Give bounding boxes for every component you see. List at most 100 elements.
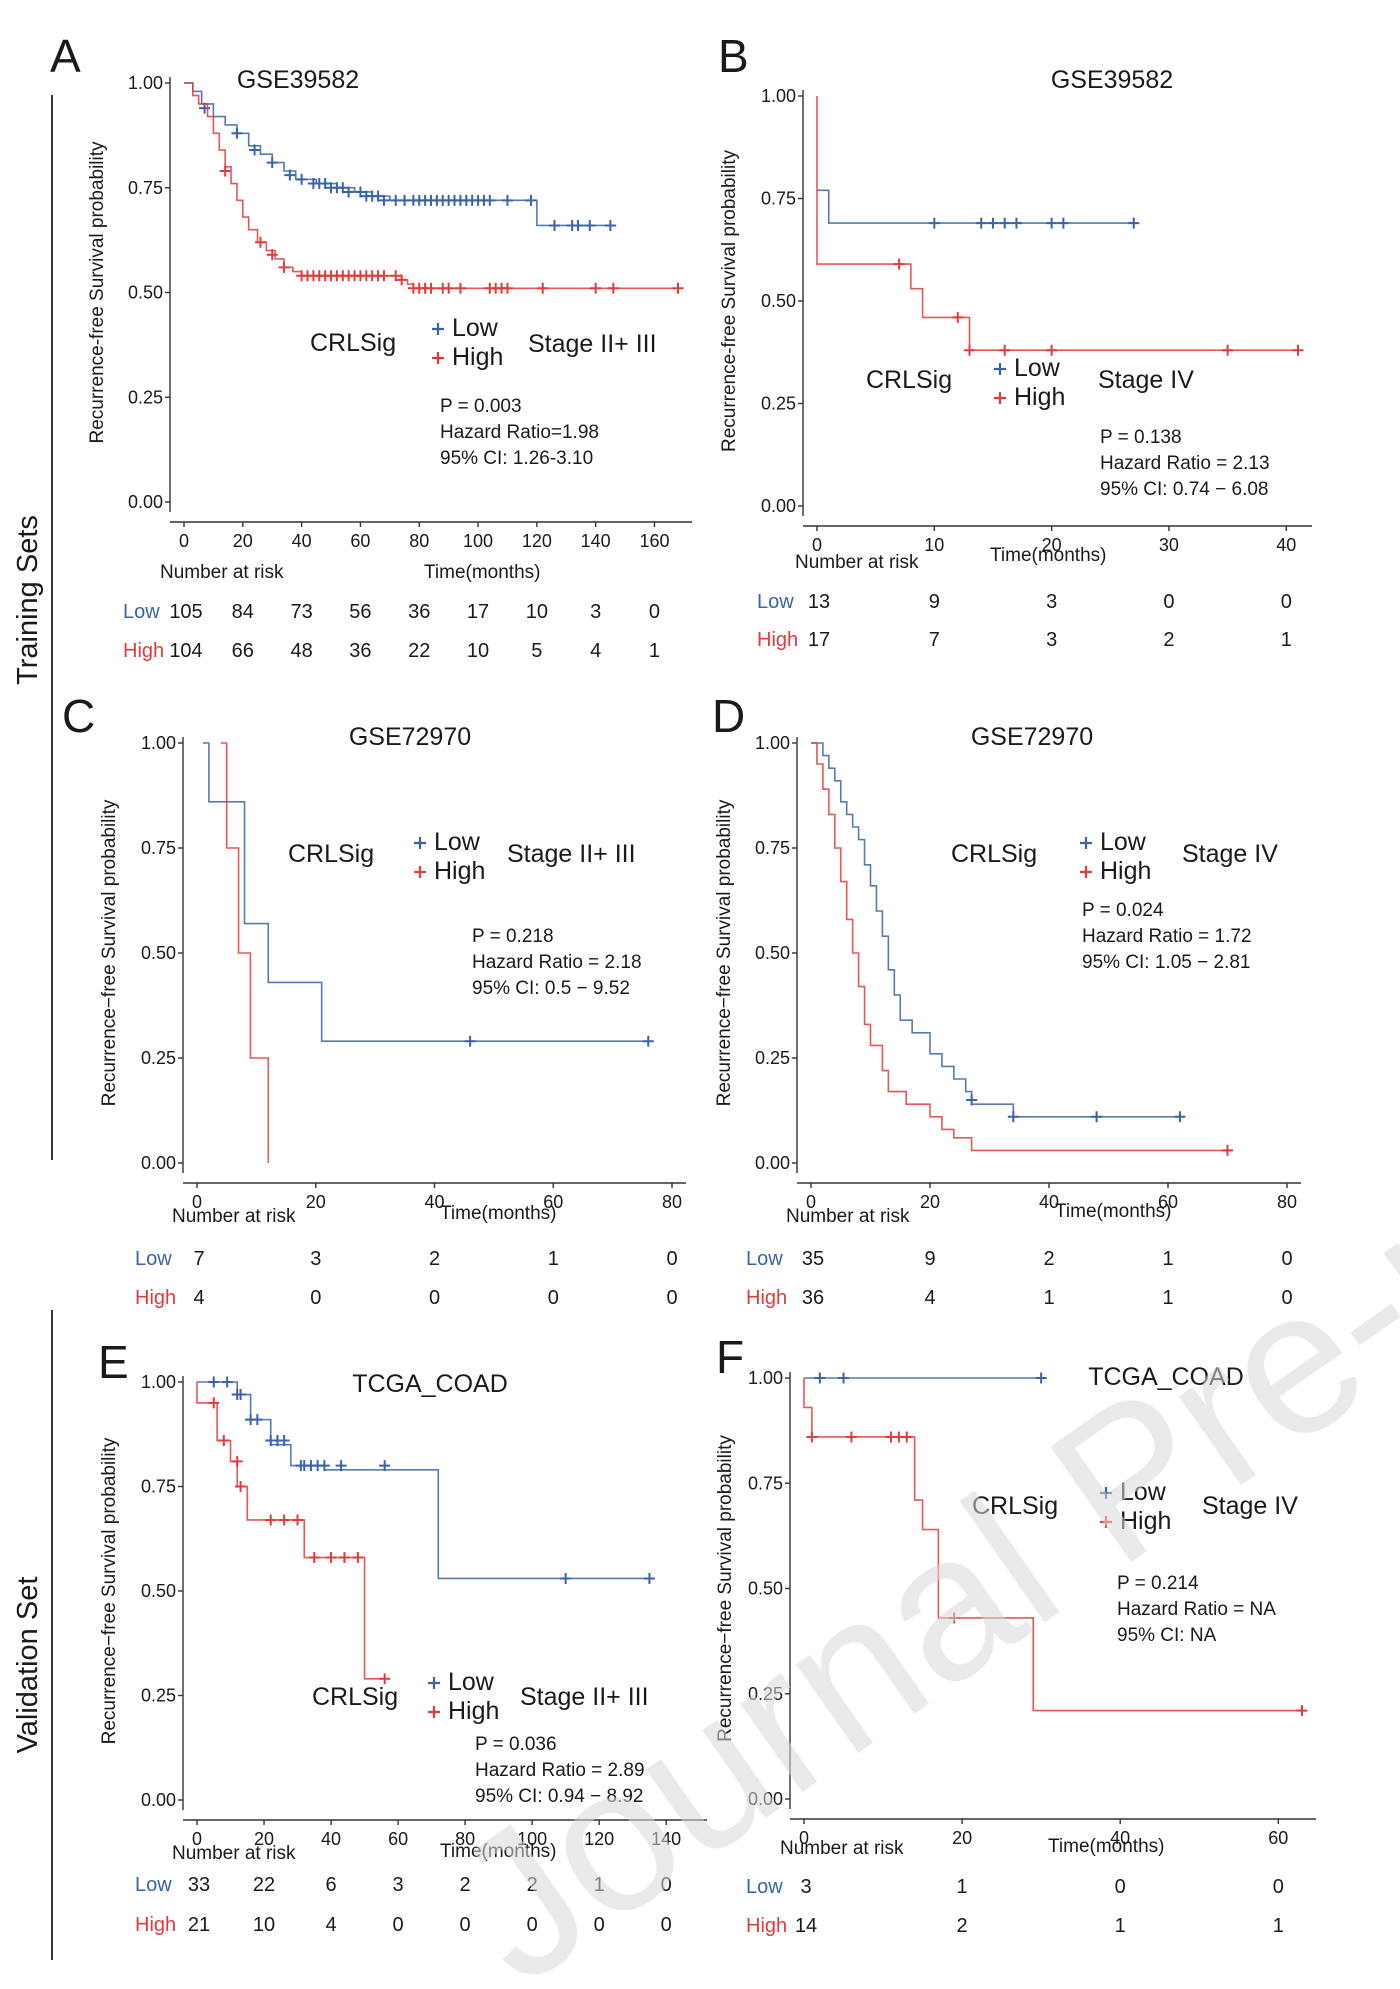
y-tick-label: 1.00: [141, 733, 176, 753]
y-tick-label: 0.75: [755, 838, 790, 858]
legend-title: CRLSig: [312, 1683, 398, 1711]
x-tick-label: 0: [192, 1192, 202, 1212]
risk-count: 0: [661, 1914, 672, 1936]
x-tick-label: 100: [463, 531, 493, 551]
y-tick-label: 0.25: [748, 1684, 783, 1704]
stat-line: Hazard Ratio = 2.18: [472, 952, 642, 973]
number-at-risk-label: Number at risk: [795, 552, 919, 573]
panel-letter: C: [62, 690, 95, 742]
y-tick-label: 0.25: [761, 394, 796, 414]
y-axis-label: Recurrence−free Survival probability: [99, 1437, 120, 1744]
series-low: [184, 82, 617, 231]
censor-mark: [999, 217, 1011, 229]
y-tick-label: 0.25: [755, 1048, 790, 1068]
x-tick-label: 80: [1277, 1192, 1297, 1212]
risk-group-label: Low: [123, 601, 160, 623]
risk-count: 1: [1162, 1248, 1173, 1270]
risk-count: 14: [795, 1915, 817, 1937]
risk-count: 22: [253, 1874, 275, 1896]
censor-mark: [501, 194, 513, 206]
censor-mark: [231, 1455, 243, 1467]
x-axis-label: Time(months): [990, 545, 1106, 566]
series-low: [817, 189, 1140, 229]
legend-entry: High: [1014, 383, 1065, 411]
stat-line: P = 0.214: [1117, 1573, 1199, 1594]
legend-marker-high: [414, 866, 426, 878]
risk-count: 3: [590, 601, 601, 623]
y-tick-label: 0.75: [748, 1473, 783, 1493]
risk-count: 0: [460, 1914, 471, 1936]
x-tick-label: 100: [517, 1829, 547, 1849]
x-tick-label: 160: [639, 531, 669, 551]
x-tick-label: 80: [662, 1192, 682, 1212]
legend-marker-low: [414, 837, 426, 849]
y-tick-label: 0.50: [128, 283, 163, 303]
y-tick-label: 1.00: [128, 73, 163, 93]
x-tick-label: 20: [306, 1192, 326, 1212]
stage-label: Stage II+ III: [507, 840, 636, 868]
panel-a: A GSE39582 Recurrence-free Survival probab…: [50, 30, 692, 662]
legend-marker-low: [994, 363, 1006, 375]
km-curve-high: [184, 82, 678, 290]
y-tick-label: 0.75: [141, 838, 176, 858]
censor-mark: [296, 173, 308, 185]
risk-count: 10: [253, 1914, 275, 1936]
panel-letter: A: [50, 30, 81, 82]
set-labels: Training Sets Validation Set: [12, 95, 53, 1960]
censor-mark: [1222, 1144, 1233, 1156]
censor-mark: [806, 1431, 818, 1443]
legend-entry: Low: [1120, 1478, 1167, 1506]
stat-line: P = 0.138: [1100, 427, 1182, 448]
x-tick-label: 40: [1110, 1828, 1130, 1848]
stat-line: 95% CI: 1.26-3.10: [440, 448, 593, 469]
risk-count: 84: [232, 601, 254, 623]
stat-line: P = 0.218: [472, 926, 554, 947]
km-curve-low: [811, 742, 1180, 1118]
number-at-risk-label: Number at risk: [172, 1206, 296, 1227]
risk-count: 48: [290, 640, 312, 662]
risk-group-label: High: [757, 629, 798, 651]
series-low: [811, 742, 1186, 1123]
y-axis-label: Recurrence−free Survival probability: [99, 799, 120, 1106]
y-tick-label: 0.75: [761, 189, 796, 209]
risk-count: 17: [467, 601, 489, 623]
legend-marker-low: [1100, 1487, 1112, 1499]
censor-mark: [1007, 1111, 1019, 1123]
risk-count: 2: [1043, 1248, 1054, 1270]
y-tick-label: 0.50: [748, 1579, 783, 1599]
risk-count: 2: [429, 1248, 440, 1270]
series-high: [816, 96, 1304, 356]
censor-mark: [335, 1460, 347, 1472]
panel-c: C GSE72970 Recurrence−free Survival probab…: [62, 690, 686, 1309]
risk-count: 17: [808, 629, 830, 651]
x-tick-label: 20: [233, 531, 253, 551]
x-tick-label: 40: [321, 1829, 341, 1849]
censor-mark: [443, 282, 455, 294]
legend-entry: Low: [1014, 354, 1061, 382]
validation-set-label: Validation Set: [12, 1577, 44, 1754]
risk-count: 1: [594, 1874, 605, 1896]
censor-mark: [265, 1514, 277, 1526]
censor-mark: [845, 1431, 857, 1443]
x-tick-label: 40: [424, 1192, 444, 1212]
risk-group-label: High: [746, 1915, 787, 1937]
legend-title: CRLSig: [310, 329, 396, 357]
y-tick-label: 0.50: [761, 291, 796, 311]
legend-marker-low: [428, 1677, 440, 1689]
risk-count: 3: [800, 1876, 811, 1898]
risk-count: 0: [1163, 591, 1174, 613]
y-tick-label: 0.00: [748, 1789, 783, 1809]
legend-entry: High: [452, 343, 503, 371]
censor-mark: [1128, 217, 1140, 229]
censor-mark: [379, 1460, 391, 1472]
censor-mark: [235, 1481, 247, 1492]
x-tick-label: 20: [1042, 535, 1062, 555]
x-tick-label: 120: [522, 531, 552, 551]
x-tick-label: 80: [409, 531, 429, 551]
legend-marker-low: [432, 323, 444, 335]
risk-count: 0: [1281, 1248, 1292, 1270]
censor-mark: [352, 1552, 364, 1564]
censor-mark: [1292, 344, 1304, 356]
censor-mark: [1046, 344, 1058, 356]
